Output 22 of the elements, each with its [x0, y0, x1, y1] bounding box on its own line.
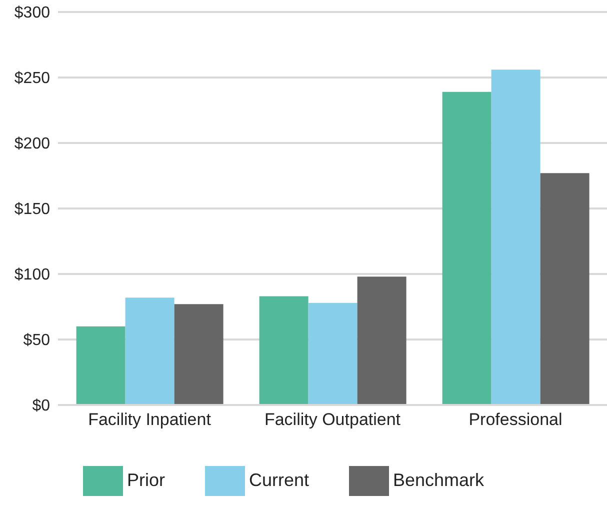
- bar: [259, 296, 308, 405]
- y-tick-label: $50: [23, 332, 50, 350]
- x-tick-label: Professional: [468, 410, 562, 430]
- y-tick-label: $100: [14, 266, 50, 284]
- bar: [357, 276, 406, 405]
- legend-label: Benchmark: [393, 470, 484, 490]
- x-tick-label: Facility Outpatient: [264, 410, 401, 430]
- y-tick-label: $0: [32, 398, 50, 415]
- bar: [76, 326, 126, 405]
- y-tick-label: $300: [14, 4, 50, 22]
- bar: [308, 302, 358, 405]
- legend-label: Prior: [126, 470, 165, 490]
- bar: [540, 173, 590, 405]
- y-tick-label: $150: [14, 201, 50, 218]
- x-tick-label: Facility Inpatient: [88, 410, 212, 430]
- bar: [174, 304, 224, 405]
- y-tick-label: $250: [14, 70, 50, 88]
- legend-label: Current: [248, 470, 309, 490]
- bar: [442, 92, 492, 405]
- bar: [491, 70, 540, 405]
- bar: [125, 298, 174, 405]
- y-tick-label: $200: [14, 136, 50, 153]
